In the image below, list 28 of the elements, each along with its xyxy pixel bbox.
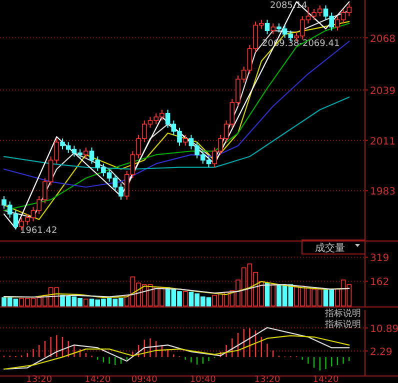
y-tick-label: 2.29 [370, 346, 392, 358]
y-tick-label: 162 [370, 277, 390, 288]
y-tick-label: 319 [370, 253, 390, 264]
annotation: 1961.42 [20, 226, 58, 236]
bar [270, 284, 276, 306]
candlestick [84, 147, 88, 159]
x-tick-label: 13:20 [26, 375, 52, 383]
y-tick-label: 2011 [370, 136, 396, 148]
y-tick-label: 10.89 [370, 324, 398, 335]
chart-title: 成交量 [315, 242, 345, 254]
y-tick-label: 2068 [370, 34, 396, 45]
bar [182, 291, 188, 306]
x-tick-label: 14:20 [84, 375, 111, 383]
candlestick [264, 19, 270, 35]
candlestick [270, 22, 276, 35]
x-tick-label: 13:20 [254, 375, 280, 383]
line-series [3, 284, 350, 298]
x-tick-label: 10:40 [190, 375, 216, 383]
line-series [3, 335, 350, 370]
x-tick-label: 09:40 [131, 375, 158, 383]
candlestick [182, 134, 188, 146]
y-tick-label: 2039 [370, 86, 396, 97]
annotation: 指标说明 [324, 308, 361, 319]
bar [84, 298, 88, 306]
line-series [3, 40, 350, 188]
y-tick-label: 1983 [370, 186, 396, 198]
x-tick-label: 14:20 [312, 375, 339, 383]
annotation: 指标说明 [324, 319, 361, 330]
